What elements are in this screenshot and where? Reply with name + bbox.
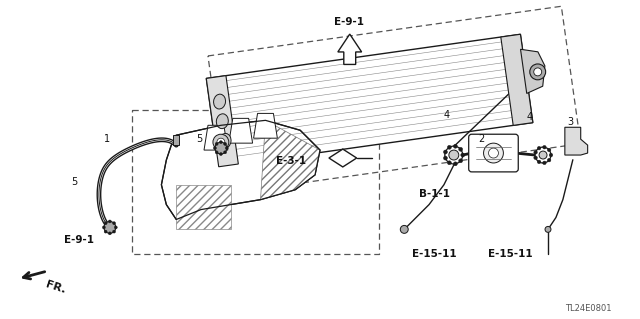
Circle shape [447,161,451,165]
Circle shape [447,145,451,149]
Text: FR.: FR. [44,280,67,295]
FancyBboxPatch shape [468,134,518,172]
Text: 5: 5 [70,177,77,187]
Circle shape [213,134,229,150]
Circle shape [539,151,547,159]
Ellipse shape [219,133,231,148]
Circle shape [547,148,551,152]
Bar [173,135,179,145]
Circle shape [445,146,463,164]
Circle shape [215,142,227,154]
Circle shape [534,151,538,154]
Circle shape [453,162,458,166]
Polygon shape [206,34,533,167]
Text: E-3-1: E-3-1 [276,156,307,166]
Circle shape [102,226,106,229]
Circle shape [543,161,546,165]
Circle shape [444,150,447,154]
Circle shape [534,156,538,160]
Circle shape [400,226,408,234]
Circle shape [535,147,551,163]
Text: B-1-1: B-1-1 [419,189,450,199]
Ellipse shape [216,114,228,129]
Text: 4: 4 [526,112,532,122]
Circle shape [215,151,218,154]
Circle shape [461,153,465,157]
Circle shape [488,148,499,158]
Circle shape [217,138,225,146]
Circle shape [113,230,116,233]
Text: E-9-1: E-9-1 [333,17,364,27]
Text: E-15-11: E-15-11 [412,249,456,259]
Circle shape [104,230,107,233]
Circle shape [547,158,551,162]
Polygon shape [253,114,277,138]
Circle shape [543,145,546,149]
Circle shape [113,222,116,225]
Circle shape [538,146,541,150]
Circle shape [220,141,222,144]
Polygon shape [206,76,238,167]
Circle shape [225,147,228,150]
Circle shape [459,159,463,163]
Circle shape [534,68,541,76]
Text: E-15-11: E-15-11 [488,249,532,259]
Polygon shape [204,125,228,150]
Circle shape [220,152,222,156]
Polygon shape [338,34,362,64]
Circle shape [223,142,227,145]
Circle shape [538,160,541,164]
Text: 1: 1 [104,134,111,144]
Circle shape [223,151,227,154]
Circle shape [530,64,546,80]
Circle shape [213,147,216,150]
Text: 4: 4 [444,110,450,120]
Circle shape [453,144,458,148]
Circle shape [549,153,553,157]
Text: 5: 5 [196,134,203,144]
Circle shape [459,147,463,151]
Circle shape [484,143,504,163]
Polygon shape [229,118,253,143]
Ellipse shape [214,94,225,109]
Text: E-9-1: E-9-1 [64,235,94,245]
Circle shape [108,220,111,223]
Circle shape [115,226,117,229]
Circle shape [449,150,459,160]
Polygon shape [161,120,320,219]
Polygon shape [565,127,588,155]
Circle shape [108,232,111,235]
Circle shape [545,226,551,232]
Circle shape [104,221,116,234]
Polygon shape [260,120,320,200]
Circle shape [104,222,107,225]
Polygon shape [520,49,545,93]
Text: 2: 2 [479,134,485,144]
Polygon shape [329,149,356,167]
Circle shape [215,142,218,145]
Circle shape [444,156,447,160]
Text: TL24E0801: TL24E0801 [565,304,612,313]
Polygon shape [500,34,533,125]
Text: 3: 3 [568,116,573,127]
Polygon shape [176,185,231,229]
